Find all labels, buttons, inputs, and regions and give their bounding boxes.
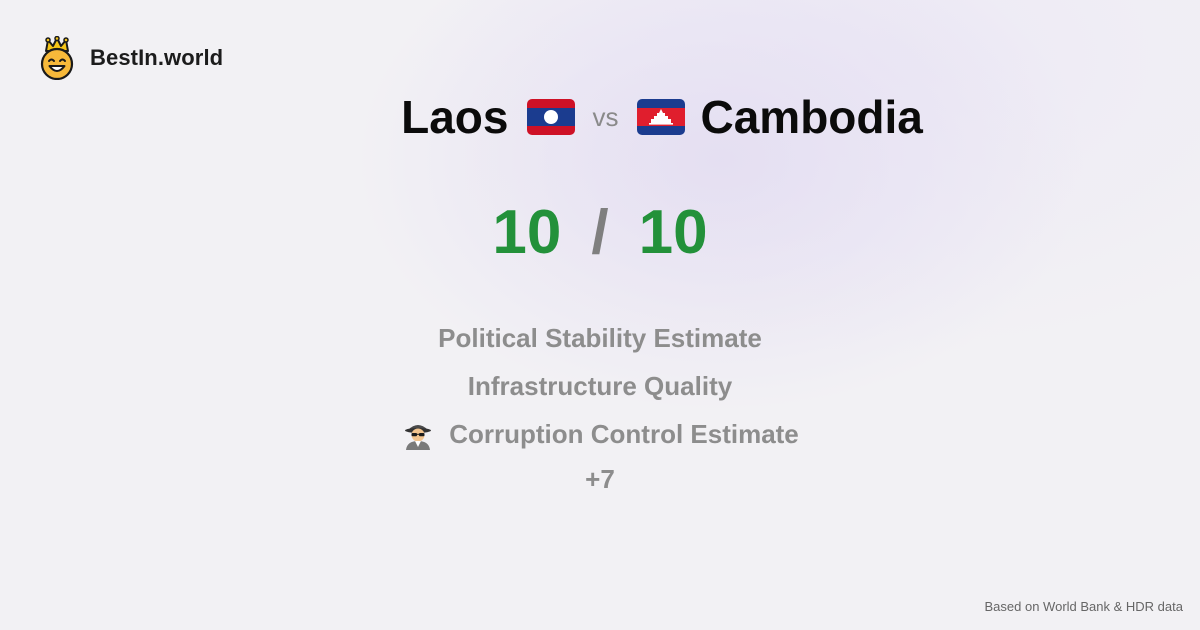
metric-label: Infrastructure Quality bbox=[467, 371, 733, 401]
data-source-note: Based on World Bank & HDR data bbox=[984, 599, 1183, 614]
laos-flag-icon bbox=[526, 99, 575, 135]
right-score: 10 bbox=[638, 197, 708, 267]
crowned-smiley-icon bbox=[40, 36, 74, 80]
metric-label: Political Stability Estimate bbox=[438, 323, 762, 353]
metric-item: Infrastructure Quality bbox=[0, 362, 1200, 410]
brand-name: BestIn.world bbox=[90, 45, 224, 70]
comparison-title: Laos vs Cambodia bbox=[0, 88, 1200, 146]
score-separator: / bbox=[591, 197, 609, 267]
metric-label: Corruption Control Estimate bbox=[449, 419, 799, 449]
score-display: 10 / 10 bbox=[0, 196, 1200, 268]
cambodia-flag-icon bbox=[636, 99, 685, 135]
right-country-name[interactable]: Cambodia bbox=[700, 91, 923, 143]
more-metrics-count[interactable]: +7 bbox=[585, 464, 615, 494]
brand[interactable]: BestIn.world bbox=[38, 36, 223, 80]
left-score: 10 bbox=[492, 197, 562, 267]
metric-item: Corruption Control Estimate bbox=[0, 410, 1200, 458]
spy-detective-icon bbox=[405, 425, 432, 450]
vs-label: vs bbox=[592, 101, 619, 132]
metrics-list: Political Stability Estimate Infrastruct… bbox=[0, 314, 1200, 506]
metric-item: Political Stability Estimate bbox=[0, 314, 1200, 362]
left-country-name[interactable]: Laos bbox=[401, 91, 509, 143]
